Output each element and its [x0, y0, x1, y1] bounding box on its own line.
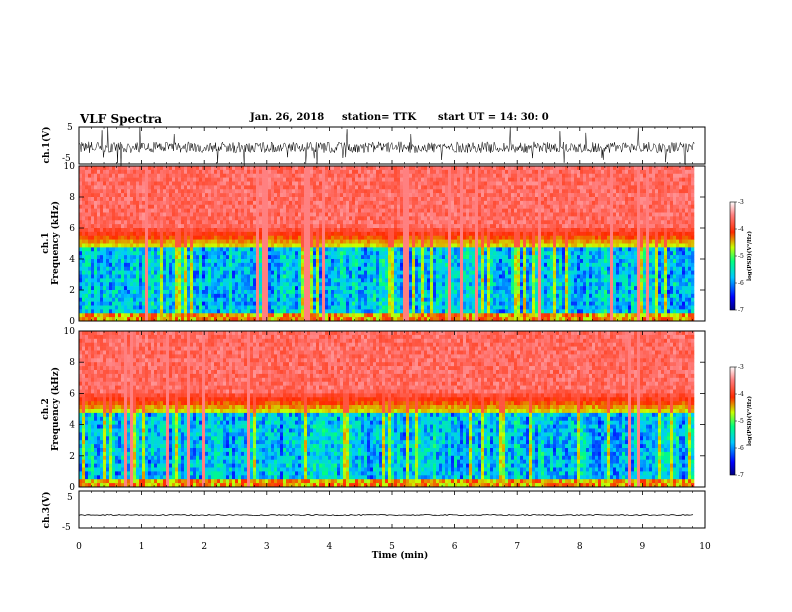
ytick-label: 6 [69, 389, 75, 399]
plot-title: VLF Spectra [80, 112, 163, 126]
colorbar-tick-label: -7 [738, 307, 744, 314]
ch1-colorbar [729, 201, 736, 311]
colorbar-tick-label: -5 [738, 418, 744, 425]
colorbar-tick-label: -3 [738, 199, 744, 206]
ch3-ytick-bottom: -5 [62, 523, 71, 533]
xtick-label: 3 [264, 542, 270, 552]
ytick-label: 10 [64, 162, 76, 172]
ytick-label: 2 [69, 452, 75, 462]
ch1-ytick-bottom: -5 [62, 154, 71, 164]
ytick-label: 0 [69, 483, 75, 493]
ytick-label: 6 [69, 224, 75, 234]
ytick-label: 8 [69, 193, 75, 203]
xtick-label: 6 [452, 542, 458, 552]
ch3-waveform-panel: 5 -5 ch.3(V) [41, 490, 706, 533]
xtick-label: 9 [640, 542, 646, 552]
xtick-label: 7 [514, 542, 520, 552]
start-time-label: start UT = 14: 30: 0 [438, 112, 549, 123]
ch2-frequency-label: Frequency (kHz) [50, 367, 61, 451]
ch2-colorbar-label: log(PSD)(V²/Hz) [746, 396, 753, 446]
ch1-spectrogram-image [79, 166, 695, 322]
time-axis-label: Time (min) [372, 550, 429, 561]
ch1-waveform-panel: 5 -5 ch.1(V) [41, 123, 706, 166]
ch1-channel-label: ch.1 [41, 232, 51, 253]
xtick-label: 8 [577, 542, 583, 552]
xtick-label: 2 [201, 542, 207, 552]
time-axis: 0 1 2 3 4 5 6 7 8 9 10 [76, 127, 711, 552]
ytick-label: 4 [69, 421, 75, 431]
ch1-frequency-label: Frequency (kHz) [50, 201, 61, 285]
colorbar-tick-label: -5 [738, 253, 744, 260]
colorbar-tick-label: -6 [738, 445, 744, 452]
xtick-label: 0 [76, 542, 82, 552]
ch2-channel-label: ch.2 [41, 398, 51, 419]
ch2-colorbar [729, 366, 736, 476]
ch3-ylabel: ch.3(V) [41, 492, 52, 529]
xtick-label: 4 [327, 542, 333, 552]
xtick-label: 10 [699, 542, 711, 552]
ch3-ytick-top: 5 [67, 493, 73, 503]
colorbar-tick-label: -4 [738, 226, 744, 233]
ch2-spectrogram-image [79, 331, 695, 488]
xtick-label: 1 [139, 542, 145, 552]
ch1-ylabel: ch.1(V) [41, 127, 52, 164]
ytick-label: 10 [64, 327, 76, 337]
ytick-label: 4 [69, 255, 75, 265]
colorbar-tick-label: -3 [738, 364, 744, 371]
colorbar-tick-label: -7 [738, 472, 744, 479]
date-label: Jan. 26, 2018 [250, 112, 325, 123]
ch1-colorbar-label: log(PSD)(V²/Hz) [746, 231, 753, 281]
xtick-label: 5 [389, 542, 395, 552]
colorbar-tick-label: -4 [738, 391, 744, 398]
ch1-waveform-trace [78, 126, 695, 166]
ch3-waveform-trace [78, 514, 694, 517]
ytick-label: 2 [69, 286, 75, 296]
ytick-label: 0 [69, 317, 75, 327]
ytick-label: 8 [69, 358, 75, 368]
station-label: station= TTK [342, 112, 417, 123]
ch1-ytick-top: 5 [67, 123, 73, 133]
colorbar-tick-label: -6 [738, 280, 744, 287]
